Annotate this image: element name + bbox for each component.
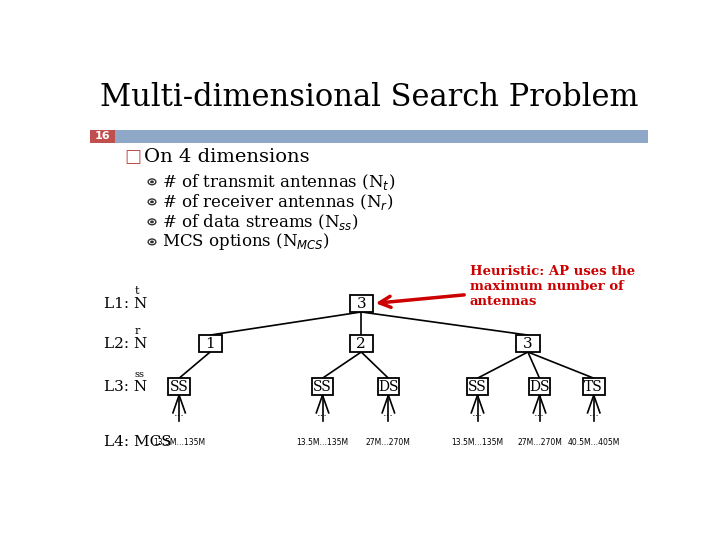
- Text: # of receiver antennas (N$_r$): # of receiver antennas (N$_r$): [162, 192, 393, 212]
- Text: MCS options (N$_{MCS}$): MCS options (N$_{MCS}$): [162, 232, 330, 252]
- Text: 27M…270M: 27M…270M: [366, 437, 411, 447]
- Text: 3: 3: [523, 336, 533, 350]
- Text: □: □: [124, 148, 141, 166]
- Text: 40.5M…405M: 40.5M…405M: [567, 437, 620, 447]
- Text: 13.5M…135M: 13.5M…135M: [297, 437, 348, 447]
- Text: L3: N: L3: N: [104, 380, 147, 394]
- Text: TS: TS: [585, 380, 603, 394]
- FancyBboxPatch shape: [350, 335, 373, 352]
- Text: ...: ...: [472, 408, 483, 418]
- FancyBboxPatch shape: [312, 378, 333, 395]
- Text: ...: ...: [383, 408, 394, 418]
- Text: 27M…270M: 27M…270M: [517, 437, 562, 447]
- Text: 13.5M…135M: 13.5M…135M: [451, 437, 503, 447]
- Text: L1: N: L1: N: [104, 296, 147, 310]
- Text: ...: ...: [588, 408, 599, 418]
- Circle shape: [150, 220, 154, 224]
- Text: DS: DS: [378, 380, 399, 394]
- Text: Multi-dimensional Search Problem: Multi-dimensional Search Problem: [100, 82, 638, 113]
- Text: 16: 16: [94, 131, 110, 141]
- Text: SS: SS: [170, 380, 189, 394]
- Circle shape: [150, 240, 154, 244]
- Bar: [90, 130, 648, 143]
- FancyBboxPatch shape: [516, 335, 539, 352]
- FancyBboxPatch shape: [168, 378, 190, 395]
- Circle shape: [150, 180, 154, 183]
- FancyBboxPatch shape: [199, 335, 222, 352]
- Text: Heuristic: AP uses the
maximum number of
antennas: Heuristic: AP uses the maximum number of…: [379, 265, 635, 308]
- Text: SS: SS: [313, 380, 332, 394]
- Text: 13.5M…135M: 13.5M…135M: [153, 437, 205, 447]
- Text: DS: DS: [529, 380, 550, 394]
- FancyBboxPatch shape: [350, 295, 373, 312]
- FancyBboxPatch shape: [467, 378, 488, 395]
- Text: t: t: [135, 286, 140, 296]
- Text: On 4 dimensions: On 4 dimensions: [144, 148, 310, 166]
- Text: ...: ...: [174, 408, 184, 418]
- Text: L4: MCS: L4: MCS: [104, 435, 171, 449]
- FancyBboxPatch shape: [583, 378, 605, 395]
- FancyBboxPatch shape: [528, 378, 550, 395]
- Text: L2: N: L2: N: [104, 336, 147, 350]
- Text: 1: 1: [205, 336, 215, 350]
- Bar: [90, 130, 114, 143]
- Text: ...: ...: [534, 408, 545, 418]
- Text: r: r: [135, 326, 140, 336]
- FancyBboxPatch shape: [377, 378, 399, 395]
- Circle shape: [150, 200, 154, 203]
- Text: ss: ss: [135, 370, 145, 379]
- Text: ...: ...: [317, 408, 328, 418]
- Text: # of data streams (N$_{ss}$): # of data streams (N$_{ss}$): [162, 212, 359, 232]
- Text: 2: 2: [356, 336, 366, 350]
- Text: 3: 3: [356, 296, 366, 310]
- Text: SS: SS: [468, 380, 487, 394]
- Text: # of transmit antennas (N$_t$): # of transmit antennas (N$_t$): [162, 172, 395, 192]
